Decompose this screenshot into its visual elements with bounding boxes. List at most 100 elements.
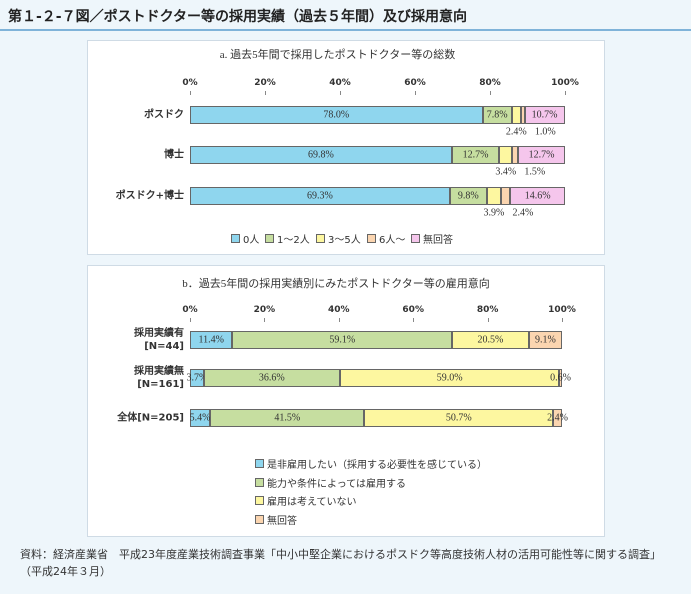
bar-segment [452, 331, 529, 349]
legend-item: 無回答 [411, 231, 453, 246]
tick-mark [413, 318, 415, 322]
value-label: 69.3% [307, 190, 333, 202]
x-tick-label: 20% [254, 78, 276, 88]
chart-title: b．過去5年間の採用実績別にみたポストドクター等の雇用意向 [182, 278, 490, 290]
category-label: ポスドク [144, 109, 184, 121]
legend-swatch [255, 477, 264, 487]
bar-segment [449, 187, 487, 205]
bar-segment [190, 331, 233, 349]
tick-mark [490, 91, 491, 95]
legend-swatch [265, 234, 274, 243]
bar-segment [339, 369, 560, 387]
bar-segment [512, 146, 518, 164]
legend-item: 能力や条件によっては雇用する [255, 475, 406, 490]
tick-mark [190, 91, 191, 95]
page-title: 第１-２-７図／ポストドクター等の採用実績（過去５年間）及び採用意向 [8, 9, 468, 25]
legend-label: 3～5人 [328, 235, 361, 246]
legend-swatch [255, 496, 264, 505]
x-tick-label: 40% [328, 305, 350, 315]
chart-title: a. 過去5年間で採用したポストドクター等の総数 [219, 49, 456, 61]
bar-segment [511, 106, 521, 124]
tick-mark [338, 318, 340, 322]
legend-item: 6人～ [367, 231, 405, 246]
value-label: 2.4% [512, 207, 534, 219]
tick-mark [265, 91, 266, 95]
tick-mark [487, 318, 489, 322]
value-label: 11.4% [198, 334, 224, 346]
tick-mark [415, 91, 416, 95]
legend-swatch [255, 459, 264, 468]
x-tick-label: 100% [551, 78, 579, 88]
legend-label: 是非雇用したい（採用する必要性を感じている） [267, 460, 487, 471]
bar-segment [232, 331, 453, 349]
legend-label: 雇用は考えていない [267, 497, 357, 508]
legend-swatch [316, 234, 325, 243]
bar-segment [501, 187, 511, 205]
tick-mark [340, 91, 341, 95]
value-label: 50.7% [445, 412, 472, 424]
x-tick-label: 80% [476, 305, 499, 315]
value-label: 9.1% [535, 334, 556, 346]
bar-segment [486, 187, 502, 205]
bar-segment [510, 187, 565, 205]
x-tick-label: 0% [182, 305, 198, 315]
value-label: 59.1% [329, 334, 356, 346]
legend-label: 1～2人 [277, 235, 310, 246]
tick-mark [562, 318, 563, 322]
bar-segment [190, 409, 211, 427]
value-label: 9.8% [457, 190, 479, 202]
bar-segment [553, 409, 562, 427]
value-label: 59.0% [436, 372, 463, 384]
tick-mark [264, 318, 266, 322]
value-label: 2.4% [505, 126, 527, 138]
value-label: 7.8% [486, 109, 508, 121]
value-label: 36.6% [258, 372, 285, 384]
x-tick-label: 60% [404, 78, 426, 88]
legend-swatch [255, 514, 264, 524]
value-label: 3.4% [495, 166, 517, 178]
category-label: 採用実績無 [N=161] [134, 366, 184, 390]
bar-segment [190, 146, 452, 164]
value-label: 0.6% [550, 372, 571, 384]
legend-item: 雇用は考えていない [255, 493, 357, 508]
value-label: 5.4% [189, 412, 211, 424]
legend-swatch [231, 234, 240, 243]
value-label: 20.5% [477, 334, 504, 346]
category-label: ポスドク+博士 [115, 190, 184, 202]
legend-item: 3～5人 [316, 231, 361, 246]
value-label: 78.0% [323, 109, 350, 121]
value-label: 10.7% [531, 109, 558, 121]
tick-mark [190, 318, 191, 322]
value-label: 3.7% [186, 372, 208, 384]
value-label: 12.7% [462, 149, 489, 161]
x-tick-label: 80% [479, 78, 501, 88]
tick-mark [565, 91, 566, 95]
category-label: 博士 [164, 149, 184, 161]
bar-segment [499, 146, 513, 164]
legend-swatch [411, 234, 420, 243]
bar-segment [482, 106, 512, 124]
legend-label: 無回答 [267, 515, 297, 527]
bar-segment [520, 106, 525, 124]
bar-segment [190, 106, 483, 124]
value-label: 69.8% [307, 149, 334, 161]
bar-segment [517, 146, 566, 164]
bar-segment [451, 146, 500, 164]
x-tick-label: 20% [253, 305, 276, 315]
legend-item: 1～2人 [265, 231, 310, 246]
legend-label: 0人 [243, 235, 260, 246]
bar-segment [528, 331, 563, 349]
bar-segment [190, 369, 204, 387]
value-label: 1.5% [524, 166, 546, 178]
legend-label: 6人～ [379, 235, 406, 246]
legend-item: 無回答 [255, 512, 297, 527]
x-tick-label: 40% [329, 78, 351, 88]
legend-item: 0人 [231, 231, 259, 246]
x-tick-label: 60% [402, 305, 424, 315]
title-rule [0, 29, 691, 31]
x-tick-label: 0% [182, 78, 198, 88]
value-label: 14.6% [524, 190, 551, 202]
legend-swatch [367, 234, 376, 243]
bar-segment [203, 369, 340, 387]
